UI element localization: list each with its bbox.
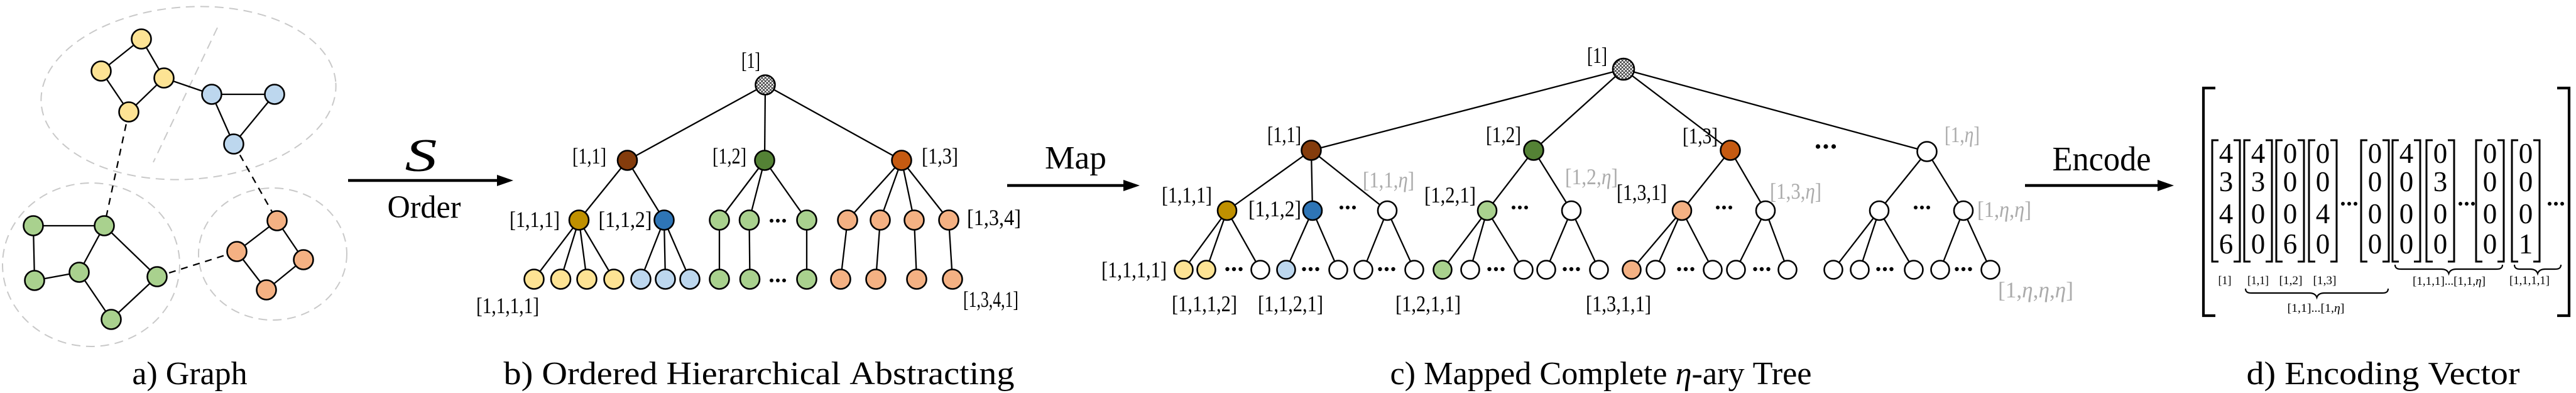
svg-text:0: 0 — [2399, 228, 2414, 260]
svg-text:6: 6 — [2219, 228, 2234, 260]
svg-text:[1,3,1]: [1,3,1] — [1617, 180, 1667, 205]
svg-text:[1,1,1,1]: [1,1,1,1] — [1101, 257, 1167, 282]
svg-text:[1]: [1] — [1587, 43, 1607, 68]
svg-text:[1,1,1]...[1,1,η]: [1,1,1]...[1,1,η] — [2413, 275, 2486, 288]
svg-text:0: 0 — [2251, 198, 2266, 230]
svg-text:S: S — [405, 130, 437, 181]
svg-text:0: 0 — [2433, 228, 2448, 260]
svg-text:[1,1,2,1]: [1,1,2,1] — [1258, 291, 1323, 316]
svg-text:6: 6 — [2283, 228, 2298, 260]
svg-text:[1,1,1,2]: [1,1,1,2] — [1172, 291, 1237, 316]
svg-text:[1]: [1] — [2219, 274, 2232, 287]
svg-text:[1,1]: [1,1] — [572, 143, 606, 169]
svg-text:c) Mapped Complete η-ary Tree: c) Mapped Complete η-ary Tree — [1390, 356, 1812, 392]
svg-text:0: 0 — [2368, 166, 2382, 197]
svg-text:[1,1]: [1,1] — [1267, 122, 1301, 147]
svg-text:0: 0 — [2316, 228, 2330, 260]
svg-text:0: 0 — [2368, 138, 2382, 169]
svg-text:Encode: Encode — [2053, 140, 2151, 178]
svg-text:4: 4 — [2251, 138, 2266, 169]
svg-text:[1,3]: [1,3] — [922, 143, 958, 169]
svg-text:4: 4 — [2219, 138, 2234, 169]
svg-text:[1]: [1] — [741, 48, 760, 73]
svg-text:0: 0 — [2368, 198, 2382, 230]
svg-text:0: 0 — [2251, 228, 2266, 260]
svg-text:0: 0 — [2519, 166, 2533, 197]
svg-text:Map: Map — [1045, 140, 1106, 176]
svg-text:4: 4 — [2399, 138, 2414, 169]
svg-text:[1,1,1]: [1,1,1] — [1162, 182, 1212, 208]
svg-text:[1,1]: [1,1] — [2247, 274, 2269, 287]
svg-text:[1,3]: [1,3] — [1683, 123, 1718, 148]
svg-text:0: 0 — [2399, 198, 2414, 230]
svg-text:a) Graph: a) Graph — [132, 356, 247, 392]
svg-text:[1,1,1]: [1,1,1] — [510, 207, 560, 232]
svg-text:[1,2,η]: [1,2,η] — [1565, 164, 1618, 189]
svg-text:0: 0 — [2368, 228, 2382, 260]
svg-text:[1,1,2]: [1,1,2] — [1248, 196, 1301, 221]
svg-text:[1,3,4]: [1,3,4] — [967, 205, 1021, 230]
svg-text:[1,η,η]: [1,η,η] — [1977, 197, 2031, 222]
svg-text:[1,1,2]: [1,1,2] — [599, 207, 652, 232]
svg-text:3: 3 — [2219, 166, 2234, 197]
svg-text:[1,2]: [1,2] — [1486, 122, 1521, 147]
svg-text:1: 1 — [2519, 228, 2533, 260]
svg-text:[1,2]: [1,2] — [2279, 274, 2303, 287]
svg-text:0: 0 — [2483, 138, 2497, 169]
svg-text:[1,3,4,1]: [1,3,4,1] — [963, 287, 1018, 312]
svg-text:[1,η,η,η]: [1,η,η,η] — [1998, 277, 2073, 302]
svg-text:0: 0 — [2519, 198, 2533, 230]
svg-text:b) Ordered Hierarchical Abstra: b) Ordered Hierarchical Abstracting — [504, 356, 1015, 392]
svg-text:0: 0 — [2283, 198, 2298, 230]
svg-text:[1,1,1,1]: [1,1,1,1] — [476, 293, 539, 318]
svg-text:0: 0 — [2316, 166, 2330, 197]
svg-text:0: 0 — [2433, 138, 2448, 169]
svg-text:0: 0 — [2283, 166, 2298, 197]
svg-text:[1,1,η]: [1,1,η] — [1363, 167, 1414, 192]
svg-text:4: 4 — [2219, 198, 2234, 230]
svg-text:[1,3,η]: [1,3,η] — [1770, 179, 1821, 204]
svg-text:[1,2,1,1]: [1,2,1,1] — [1395, 291, 1461, 316]
svg-text:0: 0 — [2433, 198, 2448, 230]
svg-text:0: 0 — [2399, 166, 2414, 197]
svg-text:0: 0 — [2483, 228, 2497, 260]
svg-text:[1,1]...[1,η]: [1,1]...[1, η] — [2288, 302, 2345, 315]
svg-text:0: 0 — [2483, 198, 2497, 230]
svg-text:[1,3,1,1]: [1,3,1,1] — [1586, 291, 1651, 316]
svg-text:[1,3]: [1,3] — [2313, 274, 2337, 287]
svg-text:3: 3 — [2433, 166, 2448, 197]
svg-text:0: 0 — [2316, 138, 2330, 169]
svg-text:0: 0 — [2283, 138, 2298, 169]
svg-text:3: 3 — [2251, 166, 2266, 197]
svg-text:d) Encoding Vector: d) Encoding Vector — [2247, 356, 2520, 392]
svg-text:0: 0 — [2519, 138, 2533, 169]
svg-text:[1,2,1]: [1,2,1] — [1424, 182, 1476, 208]
svg-text:4: 4 — [2316, 198, 2330, 230]
svg-text:0: 0 — [2483, 166, 2497, 197]
svg-text:[1,2]: [1,2] — [712, 143, 746, 169]
svg-text:[1,η]: [1,η] — [1945, 122, 1980, 147]
svg-text:Order: Order — [388, 190, 461, 225]
svg-text:[1,1,1,1]: [1,1,1,1] — [2509, 274, 2550, 287]
